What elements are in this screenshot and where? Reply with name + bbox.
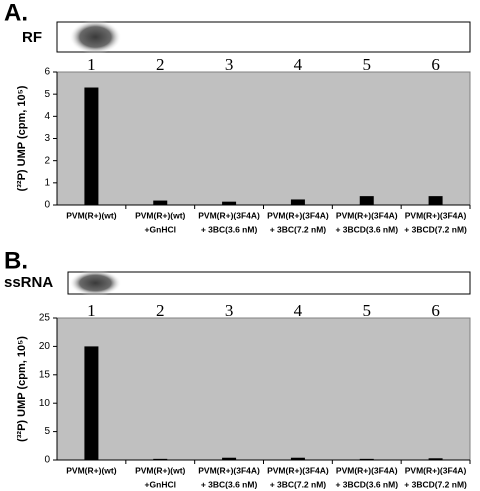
x-tick-label: + 3BC(7.2 nM) <box>270 479 327 489</box>
lane-label: 1 <box>87 55 96 74</box>
bar <box>428 196 443 205</box>
bar <box>153 200 168 205</box>
bar <box>84 346 99 460</box>
lane-label: 2 <box>156 301 165 320</box>
plot-area <box>56 71 471 206</box>
y-tick-label: 25 <box>39 313 51 324</box>
x-tick-label: + 3BCD(7.2 nM) <box>404 224 467 234</box>
y-axis-title: (³²P) UMP (cpm, 10⁵) <box>16 85 28 191</box>
y-axis-title: (³²P) UMP (cpm, 10⁵) <box>16 336 28 442</box>
x-tick-label: PVM(R+)(wt) <box>135 465 185 475</box>
x-tick-label: PVM(R+)(wt) <box>66 210 116 220</box>
bar <box>359 458 374 460</box>
x-tick-label: PVM(R+)(wt) <box>135 210 185 220</box>
x-tick-label: PVM(R+)(3F4A) <box>198 465 260 475</box>
x-tick-label: + 3BCD(3.6 nM) <box>335 224 398 234</box>
lane-label: 3 <box>225 301 234 320</box>
x-tick-label: + 3BCD(7.2 nM) <box>404 479 467 489</box>
gel-label: RF <box>22 29 42 46</box>
y-tick-label: 0 <box>44 455 50 466</box>
y-tick-label: 6 <box>44 67 50 78</box>
y-tick-label: 10 <box>39 398 51 409</box>
lane-label: 2 <box>156 55 165 74</box>
gel-band <box>69 20 122 54</box>
lane-label: 4 <box>294 301 303 320</box>
x-tick-label: PVM(R+)(3F4A) <box>336 465 398 475</box>
gel-label: ssRNA <box>4 274 53 291</box>
bar <box>222 457 237 460</box>
x-tick-label: PVM(R+)(wt) <box>66 465 116 475</box>
lane-label: 6 <box>431 55 440 74</box>
y-tick-label: 15 <box>39 369 51 380</box>
x-tick-label: +GnHCl <box>145 224 176 234</box>
plot-area <box>56 317 471 461</box>
panel-label: B. <box>4 247 28 274</box>
x-tick-label: PVM(R+)(3F4A) <box>198 210 260 220</box>
gel-strip <box>56 21 471 53</box>
bar <box>359 196 374 205</box>
bar <box>153 458 168 460</box>
y-tick-label: 20 <box>39 341 51 352</box>
x-tick-label: + 3BC(3.6 nM) <box>201 224 258 234</box>
gel-band <box>69 270 122 296</box>
x-tick-label: PVM(R+)(3F4A) <box>336 210 398 220</box>
y-tick-label: 5 <box>44 89 50 100</box>
bar <box>290 199 305 205</box>
lane-label: 6 <box>431 301 440 320</box>
panel-label: A. <box>4 0 28 26</box>
bar <box>290 457 305 460</box>
gel-strip <box>67 271 471 295</box>
y-tick-label: 1 <box>44 177 50 188</box>
bar <box>84 87 99 205</box>
y-tick-label: 2 <box>44 155 50 166</box>
bar <box>222 201 237 205</box>
x-tick-label: +GnHCl <box>145 479 176 489</box>
y-tick-label: 4 <box>44 111 50 122</box>
y-tick-label: 0 <box>44 200 50 211</box>
lane-label: 4 <box>294 55 303 74</box>
x-tick-label: + 3BC(3.6 nM) <box>201 479 258 489</box>
bar <box>428 458 443 460</box>
lane-label: 5 <box>363 301 372 320</box>
x-tick-label: + 3BCD(3.6 nM) <box>335 479 398 489</box>
x-tick-label: PVM(R+)(3F4A) <box>405 210 467 220</box>
x-tick-label: PVM(R+)(3F4A) <box>405 465 467 475</box>
lane-label: 3 <box>225 55 234 74</box>
y-tick-label: 3 <box>44 133 50 144</box>
lane-label: 1 <box>87 301 96 320</box>
x-tick-label: + 3BC(7.2 nM) <box>270 224 327 234</box>
x-tick-label: PVM(R+)(3F4A) <box>267 210 329 220</box>
lane-label: 5 <box>363 55 372 74</box>
x-tick-label: PVM(R+)(3F4A) <box>267 465 329 475</box>
y-tick-label: 5 <box>44 426 50 437</box>
